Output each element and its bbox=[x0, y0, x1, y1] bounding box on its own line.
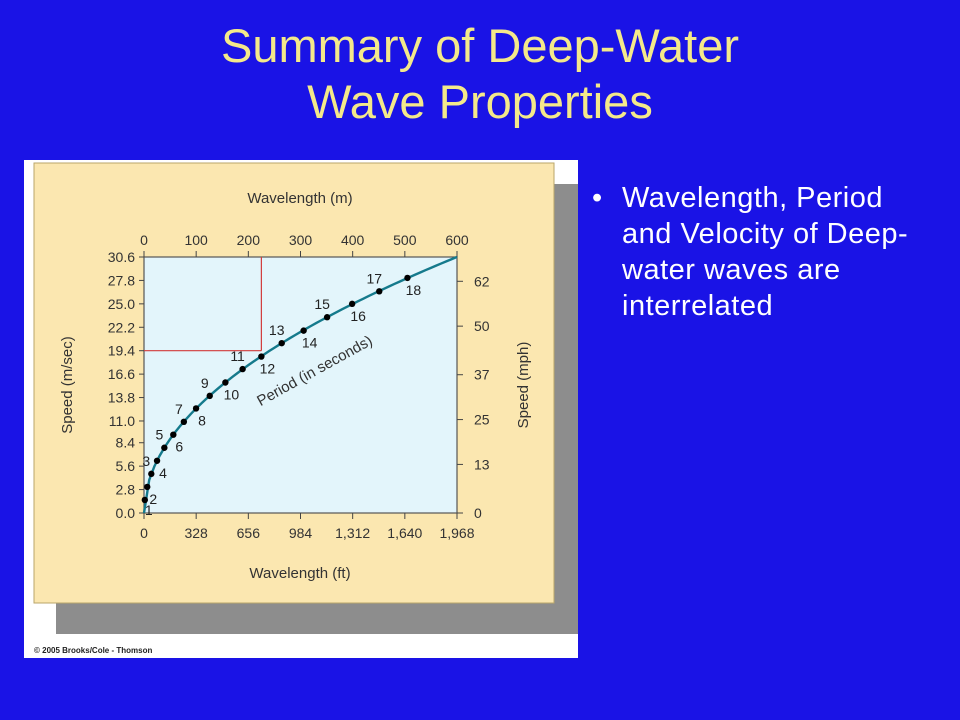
data-label: 13 bbox=[269, 322, 285, 338]
data-label: 3 bbox=[142, 453, 150, 469]
data-point bbox=[161, 444, 168, 451]
bullet-text: Wavelength, Period and Velocity of Deep-… bbox=[622, 182, 909, 322]
data-label: 12 bbox=[260, 361, 276, 377]
data-label: 7 bbox=[175, 401, 183, 417]
data-point bbox=[239, 365, 246, 373]
top-axis-tick-label: 600 bbox=[445, 232, 469, 248]
bottom-axis-tick-label: 1,640 bbox=[387, 525, 422, 541]
right-axis-tick-label: 50 bbox=[474, 318, 490, 334]
data-label: 9 bbox=[201, 375, 209, 391]
right-axis-tick-label: 0 bbox=[474, 505, 482, 521]
data-label: 18 bbox=[406, 282, 422, 298]
figure-panel: 0 100 200 300 400 500 600 0 328 656 984 1,312 1,640 1… bbox=[24, 160, 578, 658]
data-point bbox=[141, 496, 149, 504]
data-point bbox=[206, 392, 213, 400]
data-point bbox=[222, 379, 229, 386]
top-axis-tick-label: 100 bbox=[184, 232, 208, 248]
data-label: 6 bbox=[175, 439, 183, 455]
bottom-axis-tick-label: 328 bbox=[184, 525, 208, 541]
left-axis-tick-label: 2.8 bbox=[116, 482, 136, 498]
data-label: 16 bbox=[350, 308, 366, 324]
left-axis-tick-label: 13.8 bbox=[108, 390, 135, 406]
title-line-2: Wave Properties bbox=[307, 75, 653, 128]
data-point bbox=[404, 274, 411, 282]
slide-title: Summary of Deep-Water Wave Properties bbox=[0, 18, 960, 130]
bottom-axis-tick-label: 984 bbox=[289, 525, 313, 541]
bottom-axis-title: Wavelength (ft) bbox=[249, 565, 350, 582]
data-point bbox=[300, 327, 307, 334]
top-axis-tick-label: 0 bbox=[140, 232, 148, 248]
left-axis-tick-label: 25.0 bbox=[108, 296, 135, 312]
data-point bbox=[144, 483, 151, 491]
top-axis-tick-label: 400 bbox=[341, 232, 365, 248]
data-label: 15 bbox=[314, 296, 330, 312]
left-axis-title: Speed (m/sec) bbox=[59, 336, 76, 434]
data-label: 14 bbox=[302, 335, 318, 351]
bottom-axis-tick-label: 0 bbox=[140, 525, 148, 541]
bottom-axis-tick-label: 1,968 bbox=[439, 525, 474, 541]
right-axis-tick-label: 37 bbox=[474, 367, 490, 383]
data-point bbox=[323, 314, 331, 321]
bullet-item: • Wavelength, Period and Velocity of Dee… bbox=[592, 180, 932, 324]
bottom-axis-tick-label: 1,312 bbox=[335, 525, 370, 541]
left-axis-tick-label: 22.2 bbox=[108, 319, 135, 335]
data-point bbox=[376, 288, 383, 295]
data-label: 17 bbox=[366, 270, 382, 286]
bullet-list: • Wavelength, Period and Velocity of Dee… bbox=[592, 180, 932, 324]
data-point bbox=[258, 353, 265, 360]
top-axis-tick-label: 300 bbox=[289, 232, 313, 248]
left-axis-tick-label: 0.0 bbox=[116, 505, 136, 521]
data-label: 5 bbox=[155, 427, 163, 443]
left-axis-tick-label: 5.6 bbox=[116, 458, 136, 474]
data-point bbox=[278, 339, 285, 347]
right-axis-tick-label: 25 bbox=[474, 412, 490, 428]
top-axis-tick-label: 500 bbox=[393, 232, 417, 248]
right-axis-tick-label: 62 bbox=[474, 273, 490, 289]
data-point bbox=[348, 300, 356, 308]
left-axis-tick-label: 8.4 bbox=[116, 435, 136, 451]
copyright-text: © 2005 Brooks/Cole - Thomson bbox=[34, 646, 152, 655]
data-point bbox=[192, 405, 200, 412]
right-axis-title: Speed (mph) bbox=[515, 342, 532, 429]
data-label: 10 bbox=[224, 386, 240, 402]
data-point bbox=[153, 457, 161, 464]
top-axis-tick-label: 200 bbox=[237, 232, 261, 248]
guide-layer bbox=[144, 257, 262, 352]
left-axis-tick-label: 30.6 bbox=[108, 249, 135, 265]
left-axis-tick-label: 11.0 bbox=[109, 413, 135, 429]
data-label: 2 bbox=[149, 491, 157, 507]
data-point bbox=[180, 418, 188, 426]
data-label: 11 bbox=[230, 348, 245, 364]
data-label: 1 bbox=[145, 502, 153, 518]
left-axis-tick-label: 16.6 bbox=[108, 366, 135, 382]
data-label: 4 bbox=[159, 465, 167, 481]
bullet-icon: • bbox=[592, 182, 603, 214]
left-axis-tick-label: 27.8 bbox=[108, 272, 135, 288]
left-axis-tick-label: 19.4 bbox=[108, 343, 135, 359]
title-line-1: Summary of Deep-Water bbox=[220, 19, 739, 72]
data-point bbox=[148, 470, 155, 478]
data-point bbox=[170, 431, 177, 438]
data-label: 8 bbox=[198, 412, 206, 428]
top-axis-title: Wavelength (m) bbox=[247, 190, 352, 207]
right-axis-tick-label: 13 bbox=[474, 456, 490, 472]
bottom-axis-tick-label: 656 bbox=[237, 525, 261, 541]
